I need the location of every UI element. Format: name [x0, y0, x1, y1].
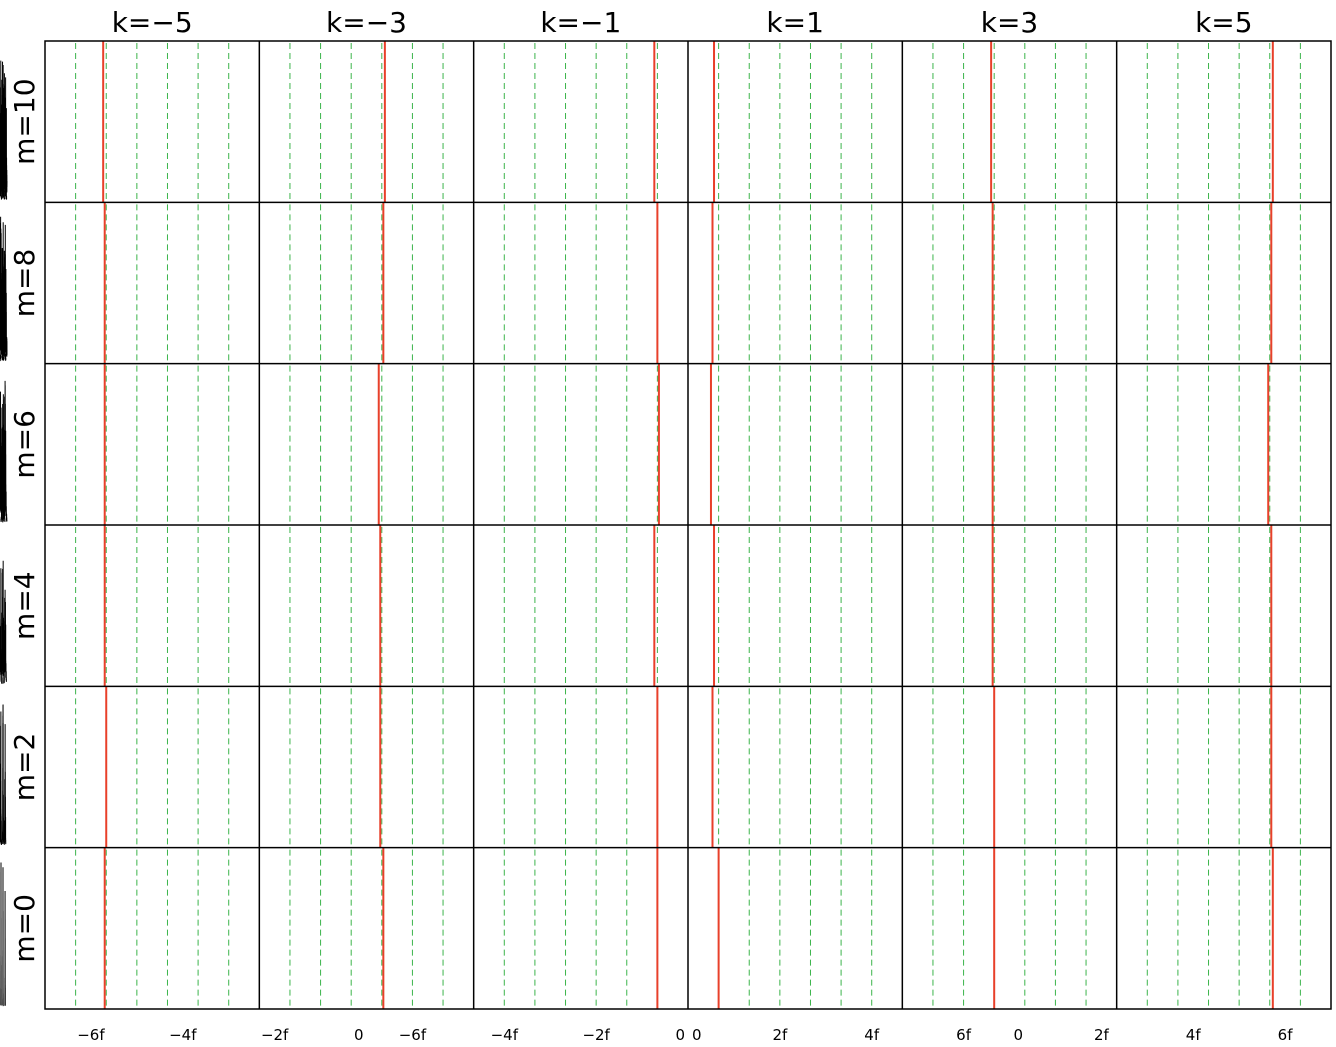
x-tick-label: −6f: [77, 1026, 105, 1044]
panel: [75, 202, 230, 364]
spectrum-trace: [0, 711, 3, 845]
spectrum-trace: [0, 73, 8, 200]
grid-frame: [44, 40, 1332, 1010]
panel: [75, 363, 230, 525]
panel: [2, 847, 1087, 1009]
x-tick-label: −2f: [261, 1026, 289, 1044]
panel: [0, 41, 873, 203]
panel: [0, 202, 873, 364]
spectrum-trace: [1, 704, 5, 844]
x-tick-label: −4f: [169, 1026, 197, 1044]
panel: [503, 847, 659, 1009]
spectrum-trace: [0, 61, 8, 200]
spectrum-trace: [3, 724, 7, 845]
panel: [0, 686, 873, 848]
panel: [0, 41, 1087, 203]
panel: [0, 363, 660, 525]
panel: [2, 363, 1301, 525]
panel: [75, 686, 230, 848]
panel: [75, 41, 230, 203]
column-titles: k=−5 k=−3 k=−1 k=1 k=3 k=5: [112, 6, 1253, 39]
row-label: m=10: [8, 78, 41, 164]
x-tick-label: 6f: [956, 1026, 972, 1044]
x-tick-label: 0: [354, 1026, 364, 1044]
column-title: k=−5: [112, 6, 193, 39]
column-title: k=1: [766, 6, 824, 39]
panel: [75, 847, 230, 1009]
panel: [0, 525, 658, 687]
spectrum-trace: [0, 222, 7, 362]
row-label: m=2: [8, 733, 41, 802]
panel: [289, 847, 444, 1009]
panel: [0, 202, 444, 364]
panel: [0, 202, 659, 364]
row-label: m=0: [8, 894, 41, 963]
column-title: k=−3: [326, 6, 407, 39]
x-tick-label: 4f: [1186, 1026, 1202, 1044]
panel: [0, 525, 873, 687]
panels: [0, 41, 1301, 1009]
row-label: m=6: [8, 410, 41, 479]
panel: [0, 363, 1087, 525]
spectrum-trace: [1, 224, 8, 361]
x-tick-label: 0: [1014, 1026, 1024, 1044]
x-tick-label: 4f: [864, 1026, 880, 1044]
panel: [0, 41, 658, 203]
row-label: m=4: [8, 571, 41, 640]
panel: [3, 686, 1301, 848]
panel: [75, 525, 230, 687]
panel: [0, 847, 873, 1009]
panel: [0, 41, 444, 203]
panel: [3, 525, 1301, 687]
row-labels: m=10 m=8 m=6 m=4 m=2 m=0: [8, 78, 41, 962]
panel: [289, 525, 444, 687]
spectrum-trace: [2, 380, 8, 522]
panel: [4, 847, 1301, 1009]
x-tick-label: −4f: [491, 1026, 519, 1044]
column-title: k=5: [1195, 6, 1253, 39]
panel: [289, 363, 444, 525]
panel: [0, 202, 1087, 364]
spectrum-trace: [3, 589, 7, 684]
x-tick-label: 2f: [772, 1026, 788, 1044]
x-tick-label: −2f: [582, 1026, 610, 1044]
panel: [289, 686, 444, 848]
panel: [1, 525, 1087, 687]
column-title: k=−1: [540, 6, 621, 39]
column-title: k=3: [981, 6, 1039, 39]
panel: [0, 41, 1301, 203]
row-label: m=8: [8, 249, 41, 318]
x-tick-label: 2f: [1094, 1026, 1110, 1044]
x-tick-label: 0: [675, 1026, 685, 1044]
panel: [0, 686, 659, 848]
x-tick-label: 0: [692, 1026, 702, 1044]
panel: [0, 363, 873, 525]
x-tick-labels: −6f −4f −2f 0 −6f −4f −2f 0 0 2f 4f 6f 0 2f 4f 6f: [77, 1026, 1293, 1044]
x-tick-label: 6f: [1278, 1026, 1294, 1044]
x-tick-label: −6f: [399, 1026, 427, 1044]
panel: [1, 686, 1087, 848]
panel: [1, 202, 1301, 364]
